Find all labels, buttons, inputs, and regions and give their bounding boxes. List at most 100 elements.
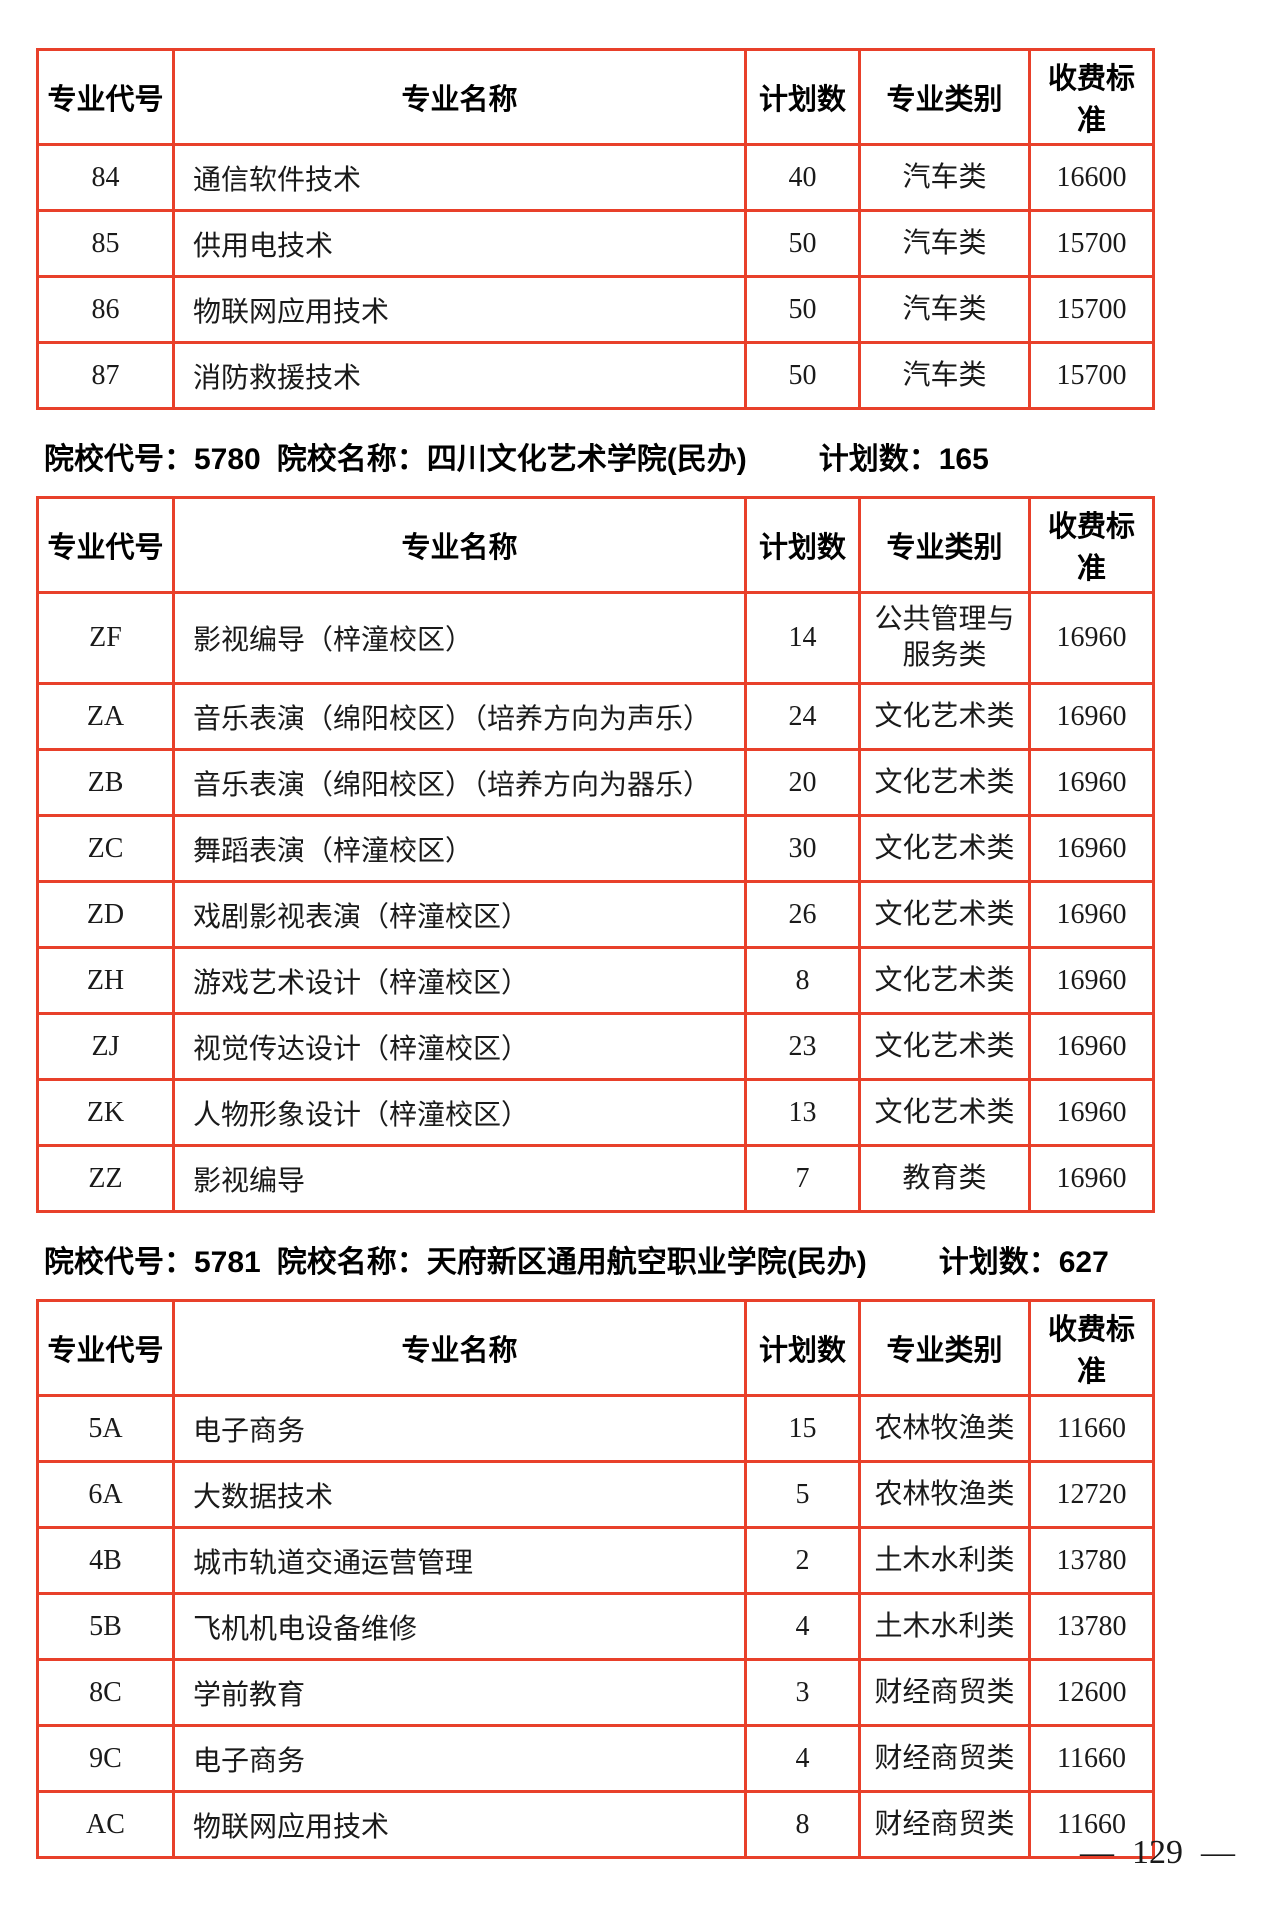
category-cell: 文化艺术类 [858, 880, 1031, 949]
table-row: 9C 电子商务 4 财经商贸类 11660 [36, 1724, 1155, 1793]
table-row: ZD 戏剧影视表演（梓潼校区） 26 文化艺术类 16960 [36, 880, 1155, 949]
plan-count-cell: 50 [744, 209, 861, 278]
institution-name: 四川文化艺术学院(民办) [426, 443, 747, 476]
category-cell: 财经商贸类 [858, 1658, 1031, 1727]
institution-code: 5781 [194, 1246, 261, 1279]
category-cell: 土木水利类 [858, 1526, 1031, 1595]
table-row: ZB 音乐表演（绵阳校区）（培养方向为器乐） 20 文化艺术类 16960 [36, 748, 1155, 817]
institution-code: 5780 [194, 443, 261, 476]
category-cell: 文化艺术类 [858, 682, 1031, 751]
major-name-cell: 飞机机电设备维修 [172, 1592, 747, 1661]
institution-header: 院校代号：5781 院校名称：天府新区通用航空职业学院(民办) 计划数：627 [44, 1243, 1269, 1283]
fee-cell: 16960 [1028, 1012, 1155, 1081]
fee-cell: 13780 [1028, 1526, 1155, 1595]
plan-table: 专业代号 专业名称 计划数 专业类别 收费标准 ZF 影视编导（梓潼校区） 14 公共管理与 服… [36, 496, 1155, 1213]
major-name-cell: 消防救援技术 [172, 341, 747, 410]
institution-section: 专业代号 专业名称 计划数 专业类别 收费标准 84 通信软件技术 40 汽车类 16600 85 供… [36, 48, 1269, 410]
table-row: 6A 大数据技术 5 农林牧渔类 12720 [36, 1460, 1155, 1529]
column-header-major-code: 专业代号 [36, 496, 175, 594]
institution-code-label: 院校代号： [44, 443, 194, 476]
fee-cell: 15700 [1028, 209, 1155, 278]
institution-header: 院校代号：5780 院校名称：四川文化艺术学院(民办) 计划数：165 [44, 440, 1269, 480]
major-code-cell: 8C [36, 1658, 175, 1727]
column-header-category: 专业类别 [858, 1299, 1031, 1397]
major-code-cell: AC [36, 1790, 175, 1859]
plan-count-cell: 50 [744, 341, 861, 410]
table-row: ZZ 影视编导 7 教育类 16960 [36, 1144, 1155, 1213]
category-cell: 文化艺术类 [858, 814, 1031, 883]
plan-count-cell: 8 [744, 946, 861, 1015]
table-row: AC 物联网应用技术 8 财经商贸类 11660 [36, 1790, 1155, 1859]
category-cell: 财经商贸类 [858, 1724, 1031, 1793]
table-row: ZK 人物形象设计（梓潼校区） 13 文化艺术类 16960 [36, 1078, 1155, 1147]
footer-dash-left: — [1080, 1834, 1114, 1871]
category-cell: 汽车类 [858, 143, 1031, 212]
table-row: 4B 城市轨道交通运营管理 2 土木水利类 13780 [36, 1526, 1155, 1595]
category-cell: 土木水利类 [858, 1592, 1031, 1661]
plan-count-cell: 8 [744, 1790, 861, 1859]
fee-cell: 16960 [1028, 880, 1155, 949]
fee-cell: 16960 [1028, 1144, 1155, 1213]
page-number: 129 [1132, 1834, 1183, 1871]
fee-cell: 16960 [1028, 748, 1155, 817]
plan-count-cell: 4 [744, 1724, 861, 1793]
major-name-cell: 视觉传达设计（梓潼校区） [172, 1012, 747, 1081]
category-cell: 汽车类 [858, 275, 1031, 344]
column-header-fee: 收费标准 [1028, 1299, 1155, 1397]
plan-count-cell: 2 [744, 1526, 861, 1595]
table-row: 85 供用电技术 50 汽车类 15700 [36, 209, 1155, 278]
table-row: 84 通信软件技术 40 汽车类 16600 [36, 143, 1155, 212]
fee-cell: 16960 [1028, 1078, 1155, 1147]
plan-count-cell: 5 [744, 1460, 861, 1529]
table-header-row: 专业代号 专业名称 计划数 专业类别 收费标准 [36, 496, 1155, 594]
major-code-cell: ZB [36, 748, 175, 817]
major-code-cell: ZK [36, 1078, 175, 1147]
major-name-cell: 音乐表演（绵阳校区）（培养方向为器乐） [172, 748, 747, 817]
plan-table: 专业代号 专业名称 计划数 专业类别 收费标准 84 通信软件技术 40 汽车类 16600 85 供… [36, 48, 1155, 410]
fee-cell: 12720 [1028, 1460, 1155, 1529]
category-cell: 财经商贸类 [858, 1790, 1031, 1859]
plan-count-label: 计划数： [938, 1246, 1059, 1279]
column-header-plan-count: 计划数 [744, 496, 861, 594]
column-header-plan-count: 计划数 [744, 48, 861, 146]
plan-count-cell: 23 [744, 1012, 861, 1081]
plan-count-cell: 4 [744, 1592, 861, 1661]
major-name-cell: 音乐表演（绵阳校区）（培养方向为声乐） [172, 682, 747, 751]
category-cell: 文化艺术类 [858, 1078, 1031, 1147]
category-cell: 文化艺术类 [858, 1012, 1031, 1081]
column-header-major-name: 专业名称 [172, 1299, 747, 1397]
table-row: 5A 电子商务 15 农林牧渔类 11660 [36, 1394, 1155, 1463]
fee-cell: 11660 [1028, 1394, 1155, 1463]
table-header-row: 专业代号 专业名称 计划数 专业类别 收费标准 [36, 48, 1155, 146]
fee-cell: 15700 [1028, 275, 1155, 344]
plan-count-value: 627 [1058, 1246, 1109, 1279]
column-header-plan-count: 计划数 [744, 1299, 861, 1397]
major-code-cell: ZA [36, 682, 175, 751]
category-cell: 农林牧渔类 [858, 1460, 1031, 1529]
column-header-fee: 收费标准 [1028, 48, 1155, 146]
major-name-cell: 游戏艺术设计（梓潼校区） [172, 946, 747, 1015]
major-code-cell: ZC [36, 814, 175, 883]
major-name-cell: 影视编导（梓潼校区） [172, 591, 747, 685]
plan-count-cell: 30 [744, 814, 861, 883]
plan-count-label: 计划数： [818, 443, 939, 476]
fee-cell: 16600 [1028, 143, 1155, 212]
major-code-cell: 87 [36, 341, 175, 410]
fee-cell: 11660 [1028, 1790, 1155, 1859]
major-code-cell: 85 [36, 209, 175, 278]
plan-count-cell: 24 [744, 682, 861, 751]
plan-count-cell: 20 [744, 748, 861, 817]
plan-tables: 专业代号 专业名称 计划数 专业类别 收费标准 84 通信软件技术 40 汽车类 16600 85 供… [36, 48, 1269, 1859]
column-header-major-code: 专业代号 [36, 48, 175, 146]
major-code-cell: 9C [36, 1724, 175, 1793]
fee-cell: 13780 [1028, 1592, 1155, 1661]
column-header-major-code: 专业代号 [36, 1299, 175, 1397]
fee-cell: 11660 [1028, 1724, 1155, 1793]
footer-dash-right: — [1201, 1834, 1235, 1871]
fee-cell: 15700 [1028, 341, 1155, 410]
plan-table: 专业代号 专业名称 计划数 专业类别 收费标准 5A 电子商务 15 农林牧渔类 11660 6A 大… [36, 1299, 1155, 1859]
institution-code-label: 院校代号： [44, 1246, 194, 1279]
table-header-row: 专业代号 专业名称 计划数 专业类别 收费标准 [36, 1299, 1155, 1397]
plan-count-cell: 3 [744, 1658, 861, 1727]
major-code-cell: 86 [36, 275, 175, 344]
